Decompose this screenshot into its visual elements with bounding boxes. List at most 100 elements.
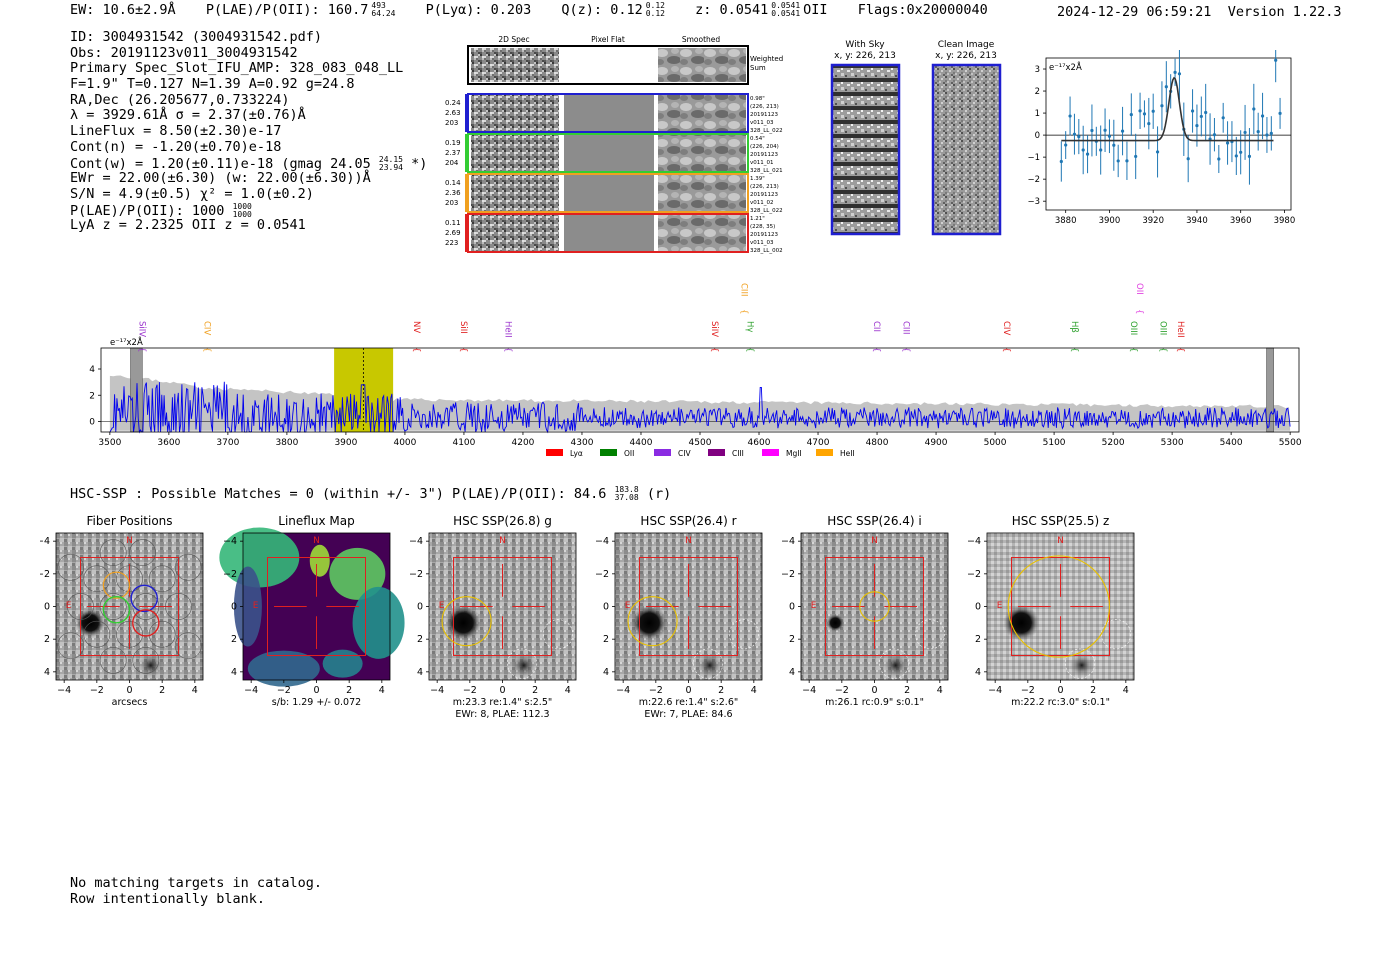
panel-x-tick: 0 xyxy=(1057,685,1063,696)
full-x-tick: 4700 xyxy=(807,438,830,448)
zoom-point xyxy=(1129,113,1133,117)
cutout-smoothed xyxy=(658,215,746,251)
panel-caption: m:22.2 rc:3.0" s:0.1" xyxy=(1011,697,1110,708)
panel-x-tick: −4 xyxy=(244,685,258,696)
zoom-point xyxy=(1274,58,1278,62)
east-marker: E xyxy=(439,601,445,611)
cutout-right-label: (226, 213) xyxy=(750,184,779,190)
full-x-tick: 4900 xyxy=(925,438,948,448)
cutout-row: 0.24 2.63 203 0.98" (226, 213) 20191123 v011_0… xyxy=(445,93,783,134)
aperture-box xyxy=(639,557,738,656)
clean-image-xy: x, y: 226, 213 xyxy=(935,51,997,61)
zoom-point xyxy=(1265,133,1269,137)
panel-x-tick: 2 xyxy=(1090,685,1096,696)
zoom-point xyxy=(1164,85,1168,89)
emission-line-label: HeII xyxy=(502,321,512,338)
panel-y-tick: 0 xyxy=(44,602,50,613)
fiber-circle xyxy=(83,620,111,648)
east-marker: E xyxy=(811,601,817,611)
ew-value: EW: 10.6±2.9Å xyxy=(70,2,176,18)
zoom-point xyxy=(1278,111,1282,116)
fiber-circle-highlight xyxy=(130,584,158,613)
zoom-point xyxy=(1190,109,1195,113)
legend-swatch xyxy=(654,449,671,456)
full-x-tick: 4000 xyxy=(393,438,416,448)
emission-line-label: Hβ xyxy=(1069,321,1079,333)
image-panel: HSC SSP(26.4) r N E −4 4 −2 2 0 0 2 −2 4 −4 m:22.6 re… xyxy=(595,514,763,720)
cutout-pixelflat xyxy=(564,215,654,251)
zoom-y-tick: 0 xyxy=(1035,131,1040,141)
plae-value: P(LAE)/P(OII): 160.7 493 64.24 xyxy=(205,1,396,19)
fiber-circle xyxy=(174,553,202,581)
panel-x-tick: −4 xyxy=(616,685,630,696)
hsc-summary: HSC-SSP : Possible Matches = 0 (within +… xyxy=(70,485,672,503)
panel-y-tick: −4 xyxy=(223,536,237,547)
cutout-2dspec xyxy=(471,215,559,251)
full-x-tick: 3500 xyxy=(98,438,121,448)
zoom-point xyxy=(1195,124,1199,128)
fiber-circle xyxy=(57,553,85,581)
zoom-point xyxy=(1059,159,1063,164)
cutout-left-label: 0.11 xyxy=(445,219,461,227)
cutout-pixelflat xyxy=(564,95,654,131)
info-sn: S/N = 4.9(±0.5) χ² = 1.0(±0.2) xyxy=(70,185,314,202)
zoom-point xyxy=(1269,131,1273,135)
zoom-point xyxy=(1186,157,1190,161)
north-marker: N xyxy=(313,536,320,546)
panel-y-tick: −2 xyxy=(595,569,609,580)
full-x-tick: 5200 xyxy=(1102,438,1125,448)
full-x-tick: 3600 xyxy=(157,438,180,448)
svg-text:{: { xyxy=(1001,347,1011,352)
emission-line-label: SiII xyxy=(458,321,468,334)
cutout-right-label: 328_LL_022 xyxy=(750,128,783,134)
zoom-point xyxy=(1225,141,1230,145)
zoom-point xyxy=(1221,116,1225,120)
zoom-point xyxy=(1077,134,1081,139)
svg-text:{: { xyxy=(744,347,754,352)
zoom-x-tick: 3940 xyxy=(1186,216,1208,226)
full-y-tick: 0 xyxy=(89,418,95,428)
zoom-point xyxy=(1177,72,1182,76)
panel-x-tick: 4 xyxy=(1123,685,1129,696)
spectrum-line xyxy=(109,381,1291,434)
zoom-point xyxy=(1081,148,1085,152)
source-blob xyxy=(1069,653,1094,678)
zoom-point xyxy=(1217,157,1221,161)
fiber-circle-highlight xyxy=(102,596,131,624)
emission-line-label: Hγ xyxy=(744,321,754,332)
cutout-right-label: (228, 35) xyxy=(750,224,775,230)
source-blob xyxy=(826,613,845,632)
panel-y-tick: 2 xyxy=(975,634,981,645)
fiber-circle xyxy=(116,565,143,593)
emission-line-label: OIII xyxy=(1128,321,1138,335)
footer-line-2: Row intentionally blank. xyxy=(70,890,266,907)
emission-line-label: CIV xyxy=(201,321,211,335)
emission-line-label: HeII xyxy=(1175,321,1185,338)
sky-cutout-image xyxy=(429,533,576,680)
full-x-tick: 5100 xyxy=(1043,438,1066,448)
zoom-y-tick: 2 xyxy=(1035,87,1040,97)
emission-line-label: CIV xyxy=(1001,321,1011,335)
panel-y-tick: 0 xyxy=(975,602,981,613)
zoom-point xyxy=(1247,154,1252,158)
legend-swatch xyxy=(546,449,563,456)
zoom-model-line xyxy=(1061,76,1274,142)
panel-y-tick: 2 xyxy=(44,634,50,645)
zoom-point xyxy=(1252,107,1256,111)
panel-y-tick: −2 xyxy=(781,569,795,580)
zoom-y-tick: −2 xyxy=(1027,175,1040,185)
legend-label: CIII xyxy=(732,449,744,458)
full-x-tick: 4100 xyxy=(452,438,475,448)
cutout-left-label: 223 xyxy=(445,239,458,247)
masked-region xyxy=(1266,347,1274,433)
fiber-circle xyxy=(132,647,160,674)
north-marker: N xyxy=(126,536,133,546)
zoom-point xyxy=(1234,154,1238,158)
panel-title: HSC SSP(26.8) g xyxy=(453,514,552,528)
east-marker: E xyxy=(625,601,631,611)
zoomed-spectrum-chart: e⁻¹⁷x2Å 3880 3900 3920 3940 3960 3980 3 2 1 0 −1 −2… xyxy=(1027,50,1295,226)
panel-y-tick: 2 xyxy=(789,634,795,645)
zoom-point xyxy=(1212,133,1217,137)
zoom-point xyxy=(1064,143,1068,147)
source-blob xyxy=(697,653,722,678)
